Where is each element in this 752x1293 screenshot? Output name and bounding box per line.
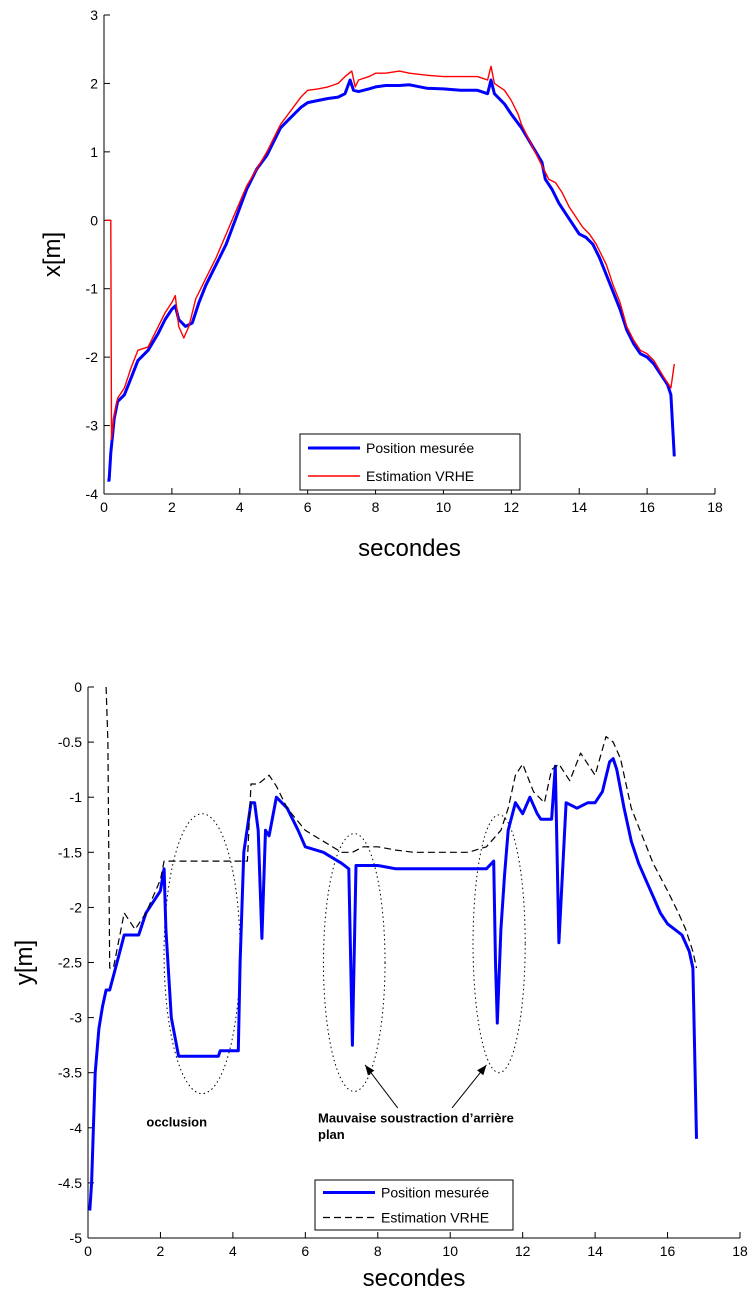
y-tick-label: -5 — [70, 1230, 83, 1246]
legend-label: Estimation VRHE — [366, 468, 474, 484]
x-tick-label: 4 — [236, 499, 244, 515]
x-tick-label: 18 — [707, 499, 723, 515]
y-tick-label: -3 — [70, 1010, 83, 1026]
y-tick-label: -2 — [70, 899, 83, 915]
y-axis-title: x[m] — [39, 232, 66, 277]
y-tick-label: -3 — [86, 418, 99, 434]
y-tick-label: -4 — [86, 486, 99, 502]
x-tick-label: 2 — [157, 1243, 165, 1259]
y-tick-label: -1 — [70, 789, 83, 805]
series-line-2 — [105, 65, 675, 440]
y-tick-label: -2 — [86, 349, 99, 365]
y-tick-label: 2 — [90, 75, 98, 91]
legend: Position mesurée Estimation VRHE — [314, 1179, 514, 1231]
x-tick-label: 8 — [374, 1243, 382, 1259]
legend-box — [314, 1179, 514, 1231]
legend: Position mesurée Estimation VRHE — [299, 433, 521, 491]
x-tick-label: 14 — [571, 499, 587, 515]
bad-background-label-line2: plan — [318, 1127, 345, 1142]
arrow-head — [477, 1064, 487, 1076]
chart-1: 0 2 4 6 8 10 12 14 16 18-4-3-2-10123secondesx[m]P… — [39, 7, 723, 562]
x-tick-label: 16 — [660, 1243, 676, 1259]
x-axis-title: secondes — [363, 1265, 466, 1292]
x-tick-label: 0 — [84, 1243, 92, 1259]
y-tick-label: -1 — [86, 281, 99, 297]
annotation-ellipse — [322, 833, 386, 1092]
occlusion-label: occlusion — [146, 1115, 207, 1130]
x-tick-label: 6 — [304, 499, 312, 515]
x-tick-label: 0 — [100, 499, 108, 515]
x-tick-label: 10 — [436, 499, 452, 515]
legend-label: Position mesurée — [366, 440, 474, 456]
y-tick-label: -3.5 — [58, 1065, 82, 1081]
y-tick-label: -2.5 — [58, 955, 82, 971]
arrow-head — [365, 1064, 375, 1076]
y-tick-label: -1.5 — [58, 844, 82, 860]
legend-label: Position mesurée — [381, 1185, 489, 1201]
bad-background-label-line1: Mauvaise soustraction d’arrière — [318, 1110, 514, 1125]
annotation-ellipse — [163, 813, 241, 1095]
x-tick-label: 2 — [168, 499, 176, 515]
x-tick-label: 16 — [639, 499, 655, 515]
chart-2: 0 2 4 6 8 10 12 14 16 18 -5 -4.5 -4 -3.5 -3 -2.5 -2 -1.5 -… — [11, 679, 748, 1292]
y-tick-label: 1 — [90, 144, 98, 160]
y-tick-label: -4.5 — [58, 1175, 82, 1191]
series-line-2 — [105, 686, 698, 969]
series-line-1 — [107, 78, 676, 482]
x-tick-label: 4 — [229, 1243, 237, 1259]
annotation-ellipse — [472, 814, 526, 1074]
y-tick-label: 3 — [90, 7, 98, 23]
y-tick-label: -0.5 — [58, 734, 82, 750]
y-tick-label: 0 — [90, 212, 98, 228]
series-line-1 — [88, 757, 698, 1211]
x-tick-label: 10 — [442, 1243, 458, 1259]
x-tick-label: 14 — [587, 1243, 603, 1259]
legend-box — [299, 433, 521, 491]
x-tick-label: 12 — [515, 1243, 531, 1259]
x-tick-label: 12 — [504, 499, 520, 515]
x-tick-label: 8 — [372, 499, 380, 515]
y-tick-label: -4 — [70, 1120, 83, 1136]
y-axis-title: y[m] — [11, 940, 38, 985]
x-axis-title: secondes — [358, 535, 461, 562]
y-tick-label: 0 — [74, 679, 82, 695]
x-tick-label: 6 — [301, 1243, 309, 1259]
legend-label: Estimation VRHE — [381, 1210, 489, 1226]
x-tick-label: 18 — [732, 1243, 748, 1259]
